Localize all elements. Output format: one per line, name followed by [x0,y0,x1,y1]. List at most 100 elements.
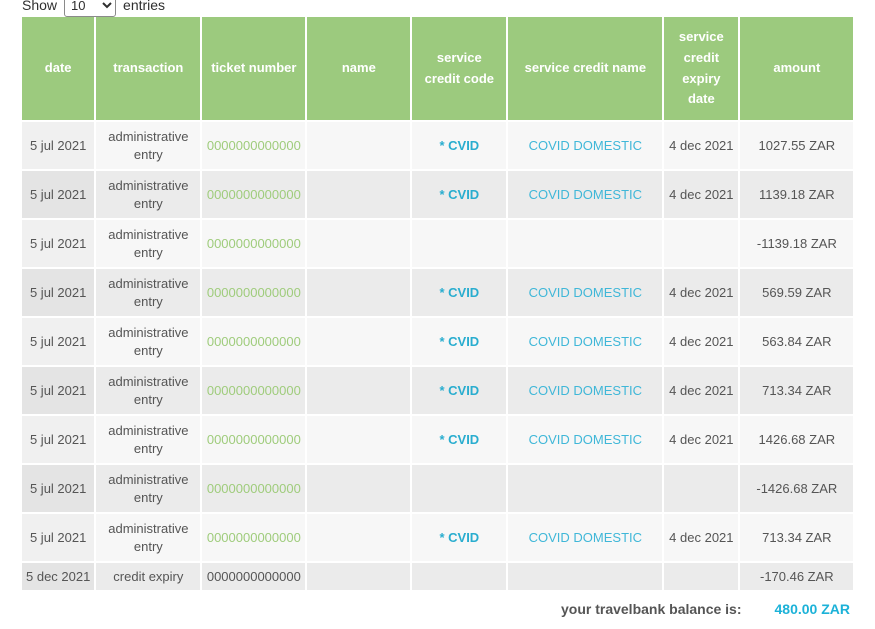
cell-service-credit-name: COVID DOMESTIC [508,171,663,218]
cell-service-credit-name: COVID DOMESTIC [508,514,663,561]
travelbank-table: date transaction ticket number name serv… [20,15,855,592]
cell-transaction: administrative entry [96,122,201,169]
cell-service-credit-code: * CVID [412,269,507,316]
ticket-number-link[interactable]: 0000000000000 [206,236,301,251]
ticket-number-link[interactable]: 0000000000000 [206,285,301,300]
cell-transaction: administrative entry [96,269,201,316]
cell-ticket-number: 0000000000000 [202,367,306,414]
cell-ticket-number: 0000000000000 [202,171,306,218]
entries-label: entries [123,0,166,13]
balance-value: 480.00 ZAR [774,601,850,617]
cell-amount: -1426.68 ZAR [740,465,854,512]
cell-name [307,465,411,512]
cell-amount: 713.34 ZAR [740,514,854,561]
column-header-transaction[interactable]: transaction [96,17,201,120]
cell-service-credit-name [508,220,663,267]
service-credit-name-link[interactable]: COVID DOMESTIC [528,138,643,153]
ticket-number-link[interactable]: 0000000000000 [206,138,301,153]
cell-date: 5 jul 2021 [22,416,95,463]
cell-transaction: administrative entry [96,171,201,218]
cell-date: 5 jul 2021 [22,465,95,512]
cell-service-credit-name: COVID DOMESTIC [508,269,663,316]
cell-transaction: administrative entry [96,514,201,561]
cell-ticket-number: 0000000000000 [202,416,306,463]
cell-date: 5 jul 2021 [22,367,95,414]
service-credit-code-link[interactable]: * CVID [439,530,480,545]
service-credit-name-link[interactable]: COVID DOMESTIC [528,334,643,349]
cell-amount: -170.46 ZAR [740,563,854,590]
cell-amount: -1139.18 ZAR [740,220,854,267]
cell-service-credit-code: * CVID [412,514,507,561]
cell-service-credit-name: COVID DOMESTIC [508,416,663,463]
cell-ticket-number: 0000000000000 [202,465,306,512]
column-header-ticket-number[interactable]: ticket number [202,17,306,120]
balance-label: your travelbank balance is: [560,601,742,617]
ticket-number-link[interactable]: 0000000000000 [206,187,301,202]
cell-service-credit-code [412,465,507,512]
table-row: 5 jul 2021 administrative entry 00000000… [22,220,854,267]
table-row: 5 jul 2021 administrative entry 00000000… [22,367,854,414]
cell-name [307,318,411,365]
cell-expiry-date: 4 dec 2021 [664,367,739,414]
cell-expiry-date: 4 dec 2021 [664,514,739,561]
service-credit-code-link[interactable]: * CVID [439,285,480,300]
ticket-number-link[interactable]: 0000000000000 [206,530,301,545]
cell-name [307,416,411,463]
travelbank-balance: your travelbank balance is: 480.00 ZAR [20,601,855,617]
cell-amount: 1426.68 ZAR [740,416,854,463]
cell-date: 5 jul 2021 [22,220,95,267]
cell-ticket-number: 0000000000000 [202,318,306,365]
entries-per-page-select[interactable]: 10 [64,0,117,17]
service-credit-name-link[interactable]: COVID DOMESTIC [528,432,643,447]
cell-service-credit-name: COVID DOMESTIC [508,318,663,365]
table-header: date transaction ticket number name serv… [22,17,854,120]
service-credit-code-link[interactable]: * CVID [439,334,480,349]
cell-transaction: administrative entry [96,220,201,267]
cell-ticket-number: 0000000000000 [202,514,306,561]
cell-service-credit-code: * CVID [412,367,507,414]
service-credit-code-link[interactable]: * CVID [439,383,480,398]
cell-expiry-date: 4 dec 2021 [664,416,739,463]
cell-amount: 1139.18 ZAR [740,171,854,218]
cell-name [307,514,411,561]
cell-date: 5 jul 2021 [22,269,95,316]
cell-transaction: administrative entry [96,465,201,512]
column-header-service-credit-code[interactable]: service credit code [412,17,507,120]
cell-date: 5 jul 2021 [22,171,95,218]
cell-date: 5 jul 2021 [22,318,95,365]
service-credit-name-link[interactable]: COVID DOMESTIC [528,187,643,202]
service-credit-name-link[interactable]: COVID DOMESTIC [528,383,643,398]
column-header-amount[interactable]: amount [740,17,854,120]
cell-date: 5 jul 2021 [22,122,95,169]
column-header-date[interactable]: date [22,17,95,120]
cell-expiry-date: 4 dec 2021 [664,122,739,169]
cell-amount: 563.84 ZAR [740,318,854,365]
ticket-number-link[interactable]: 0000000000000 [206,334,301,349]
cell-name [307,220,411,267]
column-header-service-credit-expiry-date[interactable]: service credit expiry date [664,17,739,120]
table-row: 5 jul 2021 administrative entry 00000000… [22,269,854,316]
cell-ticket-number: 0000000000000 [202,563,306,590]
cell-service-credit-code: * CVID [412,171,507,218]
cell-amount: 1027.55 ZAR [740,122,854,169]
service-credit-code-link[interactable]: * CVID [439,138,480,153]
cell-service-credit-name [508,563,663,590]
service-credit-code-link[interactable]: * CVID [439,187,480,202]
service-credit-code-link[interactable]: * CVID [439,432,480,447]
service-credit-name-link[interactable]: COVID DOMESTIC [528,285,643,300]
ticket-number-link[interactable]: 0000000000000 [206,481,301,496]
service-credit-name-link[interactable]: COVID DOMESTIC [528,530,643,545]
cell-amount: 713.34 ZAR [740,367,854,414]
table-row: 5 jul 2021 administrative entry 00000000… [22,514,854,561]
column-header-name[interactable]: name [307,17,411,120]
cell-service-credit-code: * CVID [412,416,507,463]
cell-service-credit-name: COVID DOMESTIC [508,367,663,414]
cell-date: 5 jul 2021 [22,514,95,561]
show-label: Show [22,0,58,13]
ticket-number-link[interactable]: 0000000000000 [206,383,301,398]
cell-ticket-number: 0000000000000 [202,122,306,169]
column-header-service-credit-name[interactable]: service credit name [508,17,663,120]
cell-expiry-date: 4 dec 2021 [664,269,739,316]
ticket-number-link[interactable]: 0000000000000 [206,432,301,447]
